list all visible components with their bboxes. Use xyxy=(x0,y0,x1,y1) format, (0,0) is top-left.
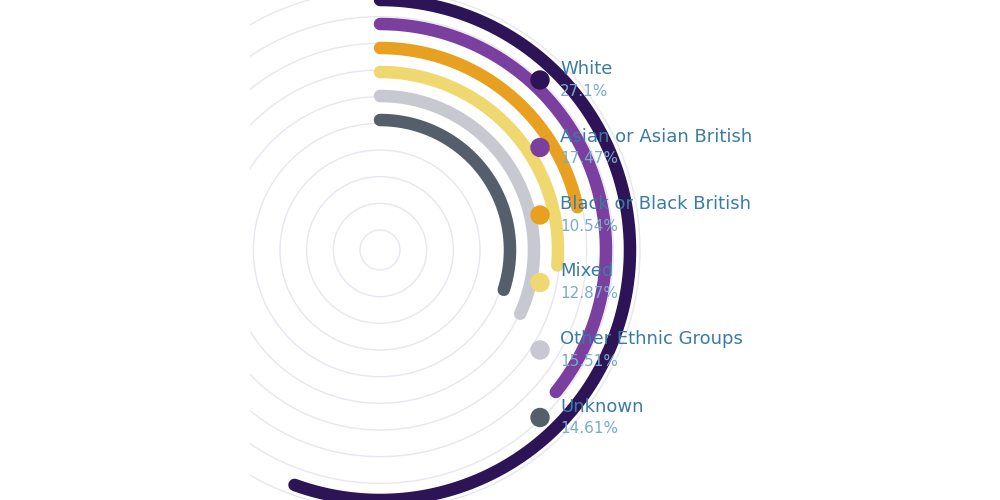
Text: White: White xyxy=(560,60,612,78)
Text: 27.1%: 27.1% xyxy=(560,84,608,98)
Circle shape xyxy=(531,206,549,224)
Text: Mixed: Mixed xyxy=(560,262,613,280)
Text: Unknown: Unknown xyxy=(560,398,644,415)
Circle shape xyxy=(531,408,549,426)
Text: 10.54%: 10.54% xyxy=(560,218,618,234)
Text: Asian or Asian British: Asian or Asian British xyxy=(560,128,752,146)
Text: 14.61%: 14.61% xyxy=(560,421,618,436)
Text: 17.47%: 17.47% xyxy=(560,151,618,166)
Circle shape xyxy=(531,341,549,359)
Text: 12.87%: 12.87% xyxy=(560,286,618,301)
Text: Other Ethnic Groups: Other Ethnic Groups xyxy=(560,330,743,348)
Circle shape xyxy=(531,138,549,156)
Text: Black or Black British: Black or Black British xyxy=(560,195,751,213)
Circle shape xyxy=(531,274,549,291)
Circle shape xyxy=(531,71,549,89)
Text: 15.51%: 15.51% xyxy=(560,354,618,368)
